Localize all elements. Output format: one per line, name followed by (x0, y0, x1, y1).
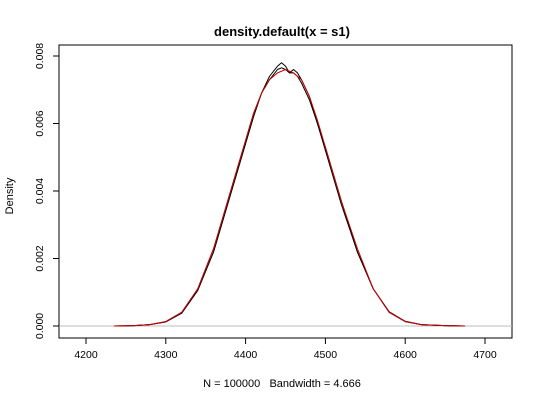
y-tick-label: 0.000 (34, 313, 46, 339)
chart-title: density.default(x = s1) (214, 24, 350, 39)
x-tick-label: 4200 (74, 349, 98, 361)
density-curve-1 (113, 62, 466, 327)
x-axis-label: N = 100000 Bandwidth = 4.666 (203, 378, 361, 390)
x-tick-label: 4700 (473, 349, 497, 361)
y-axis: 0.000 0.002 0.004 0.006 0.008 (34, 43, 60, 339)
x-tick-label: 4600 (394, 349, 418, 361)
x-tick-label: 4300 (154, 349, 178, 361)
x-tick-label: 4400 (234, 349, 258, 361)
y-tick-label: 0.002 (34, 245, 46, 271)
plot-frame (58, 44, 513, 339)
y-tick-label: 0.006 (34, 110, 46, 136)
y-tick-label: 0.008 (34, 43, 46, 69)
x-axis: 4200 4300 4400 4500 4600 4700 (74, 337, 497, 361)
y-axis-label: Density (4, 177, 16, 214)
density-curve-2 (113, 67, 466, 327)
density-curve-3 (113, 69, 466, 327)
density-curves (113, 62, 466, 327)
x-tick-label: 4500 (314, 349, 338, 361)
y-tick-label: 0.004 (34, 178, 46, 204)
